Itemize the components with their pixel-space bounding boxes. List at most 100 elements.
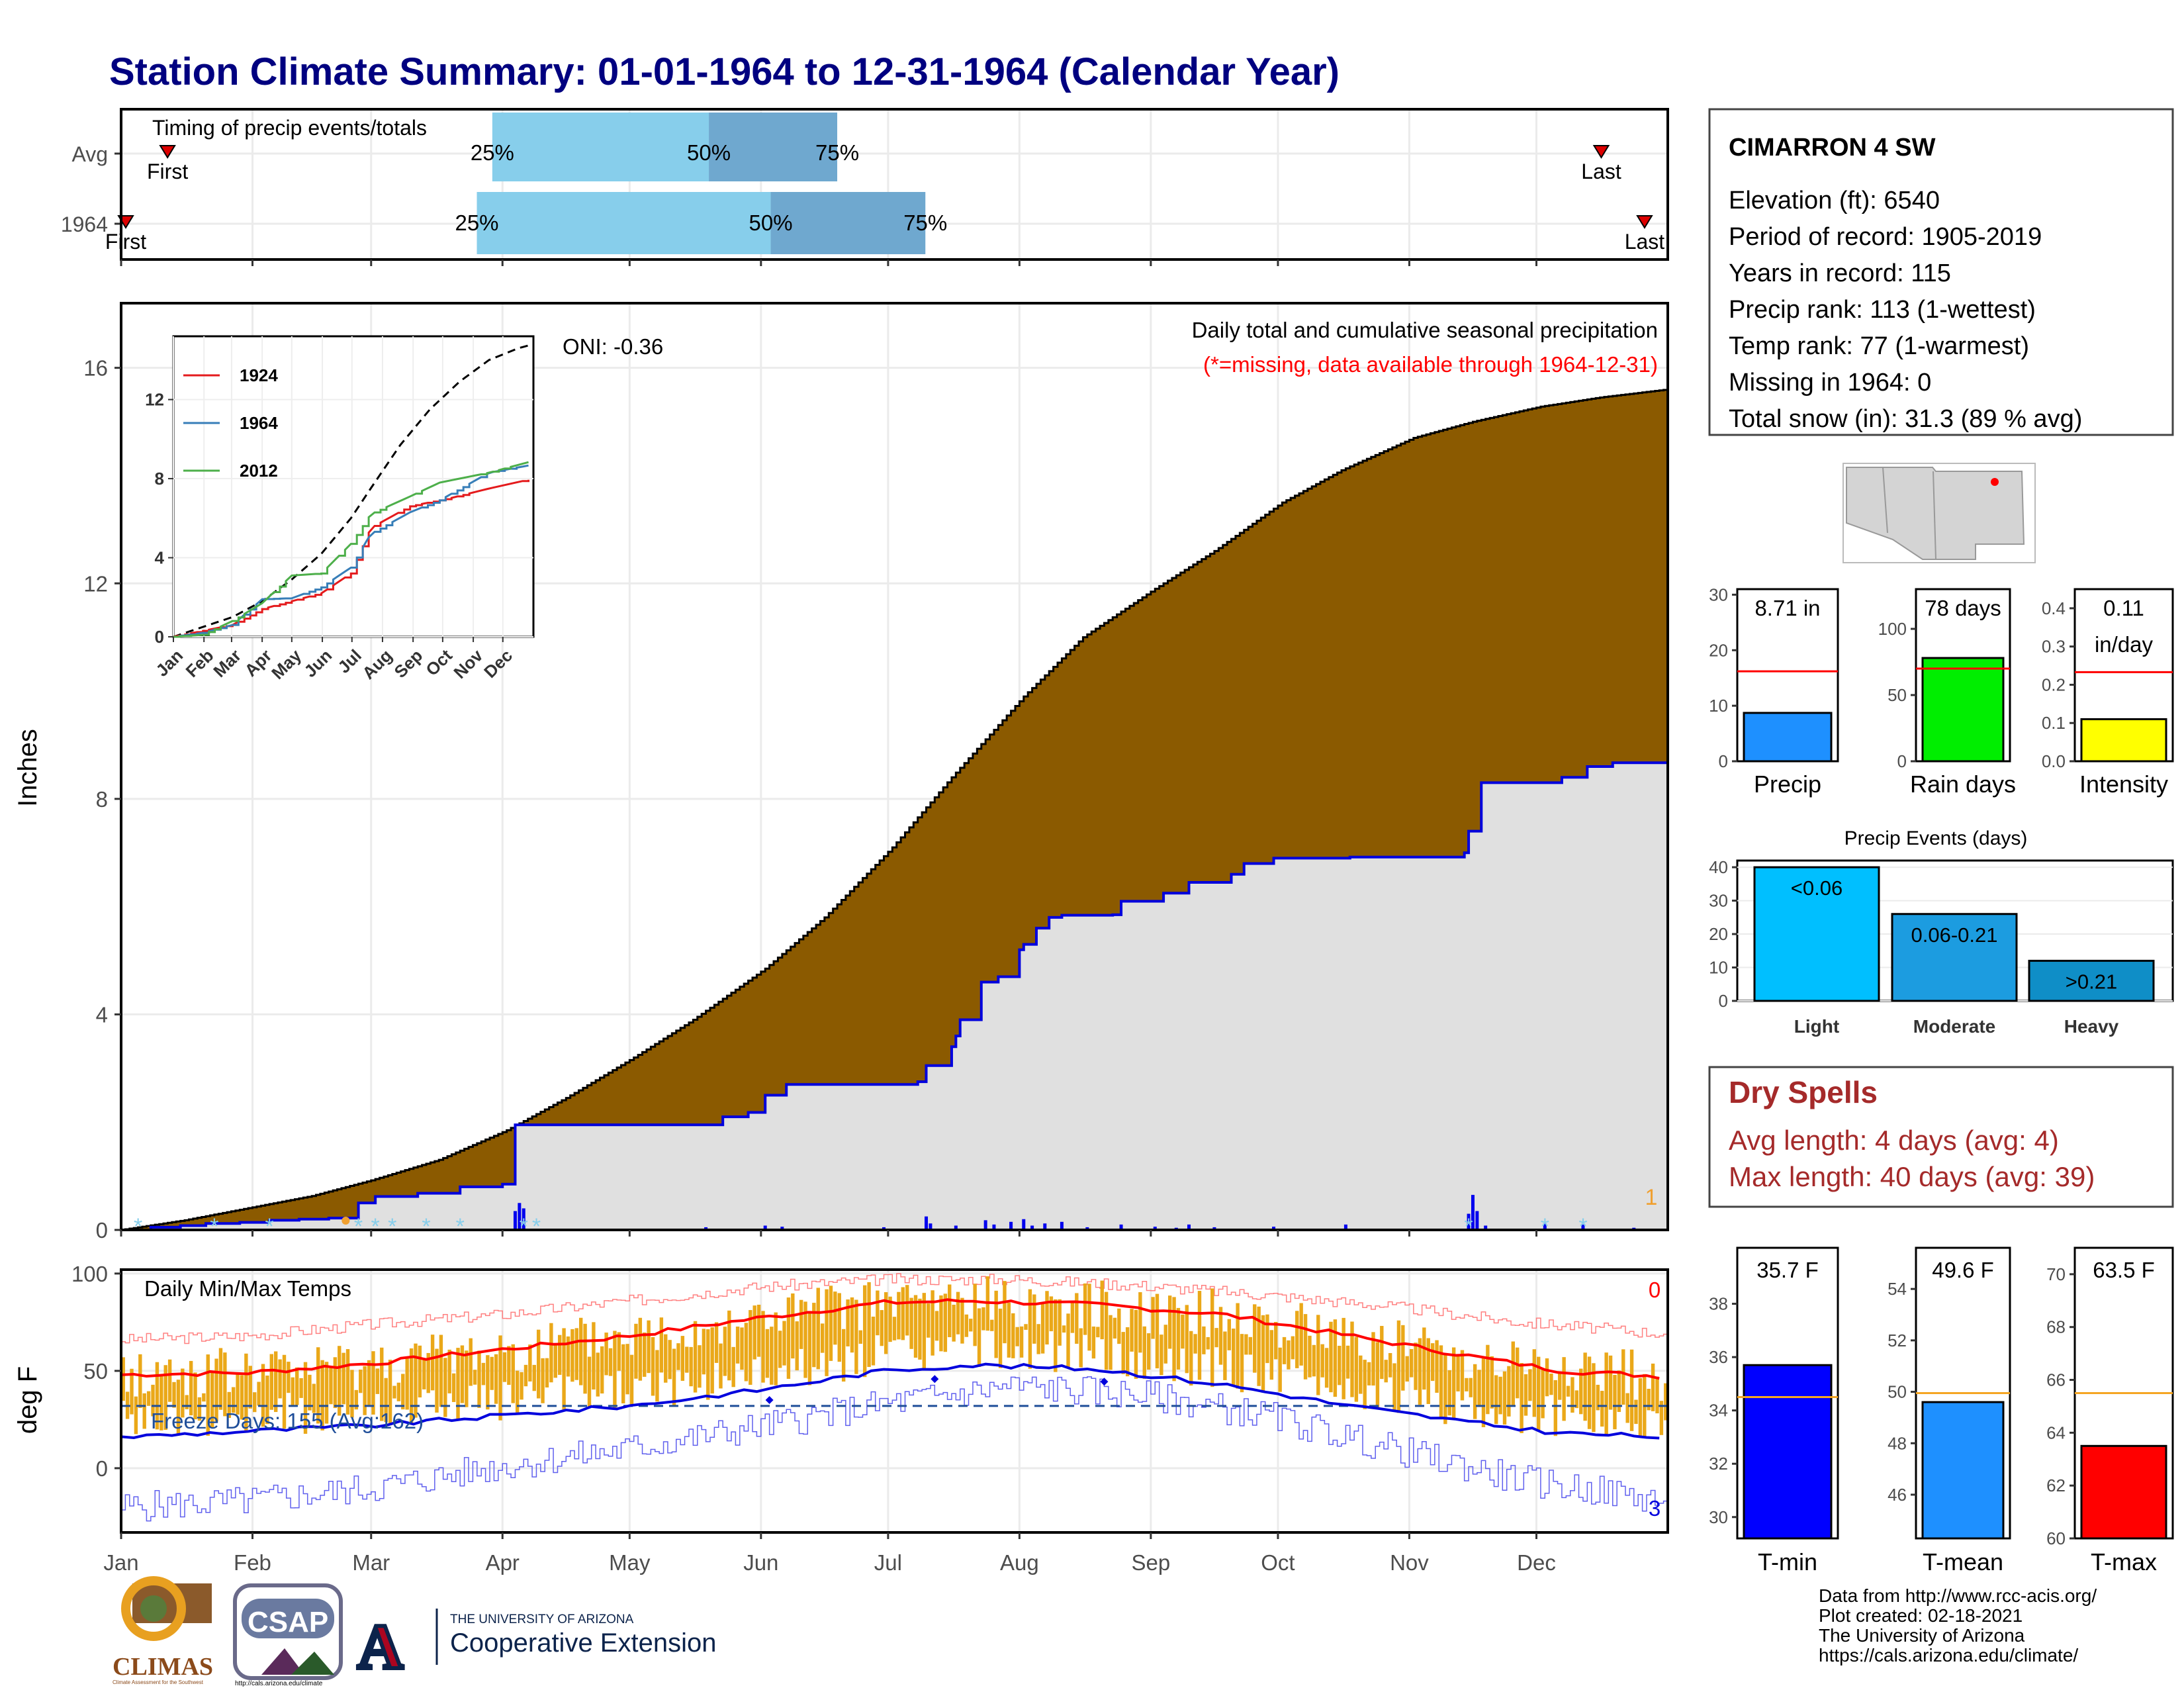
- daily-temp-range-bar: [1435, 1340, 1439, 1393]
- record-min-line: [121, 1376, 1668, 1522]
- daily-temp-range-bar: [791, 1293, 795, 1359]
- snow-marker: *: [134, 1214, 142, 1239]
- daily-temp-range-bar: [952, 1305, 956, 1342]
- daily-temp-range-bar: [1130, 1309, 1134, 1352]
- daily-temp-range-bar: [528, 1344, 532, 1382]
- daily-precip-bar: [780, 1227, 784, 1230]
- daily-temp-range-bar: [324, 1362, 329, 1424]
- daily-temp-range-bar: [587, 1356, 592, 1408]
- daily-temp-range-bar: [1600, 1391, 1604, 1427]
- station-info: CIMARRON 4 SW Elevation (ft): 6540 Period…: [1708, 108, 2174, 436]
- daily-temp-range-bar: [583, 1323, 587, 1394]
- daily-temp-range-bar: [1443, 1354, 1447, 1425]
- summary-y-tick-label: 20: [1709, 640, 1728, 660]
- daily-temp-range-bar: [392, 1385, 396, 1399]
- daily-temp-range-bar: [1392, 1363, 1396, 1411]
- temps-y-tick-label: 100: [71, 1262, 108, 1286]
- temps-frame: [120, 1268, 1669, 1534]
- daily-temp-range-bar: [1206, 1336, 1210, 1350]
- daily-temp-range-bar: [320, 1360, 324, 1430]
- inset-series-line-2012: [173, 461, 529, 638]
- daily-temp-range-bar: [1549, 1374, 1553, 1395]
- summary-y-tick-label: 0.4: [2042, 598, 2066, 618]
- daily-temp-range-bar: [1274, 1321, 1278, 1360]
- daily-temp-range-bar: [1520, 1363, 1524, 1433]
- daily-temp-range-bar: [825, 1289, 829, 1376]
- mean-max-line: [120, 1298, 1660, 1380]
- daily-temp-range-bar: [1240, 1334, 1244, 1393]
- temp-bar-label: T-mean: [1923, 1548, 2003, 1575]
- daily-temp-range-bar: [617, 1332, 621, 1371]
- daily-temp-range-bar: [727, 1310, 731, 1381]
- snow-marker: *: [520, 1214, 528, 1239]
- inset-y-tick-label: 8: [155, 469, 164, 489]
- daily-temp-range-bar: [1160, 1335, 1163, 1376]
- daily-temp-range-bar: [269, 1354, 273, 1410]
- events-y-tick-label: 40: [1709, 857, 1728, 877]
- daily-precip-bar: [1272, 1227, 1276, 1230]
- daily-temp-range-bar: [664, 1334, 668, 1383]
- daily-temp-range-bar: [719, 1343, 723, 1389]
- daily-temp-range-bar: [698, 1345, 702, 1388]
- daily-temp-range-bar: [1604, 1352, 1608, 1436]
- daily-temp-range-bar: [1015, 1327, 1019, 1346]
- daily-temp-range-bar: [744, 1323, 749, 1382]
- daily-temp-range-bar: [1176, 1307, 1181, 1370]
- csap-logo: CSAP http://cals.arizona.edu/climate: [233, 1583, 343, 1687]
- daily-temp-range-bar: [532, 1364, 536, 1391]
- daily-temp-range-bar: [659, 1317, 664, 1373]
- events-title: Precip Events (days): [1844, 827, 2028, 849]
- events-y-tick-label: 20: [1709, 924, 1728, 944]
- timing-last-label: Last: [1581, 160, 1621, 183]
- daily-temp-range-bar: [1121, 1332, 1125, 1374]
- daily-temp-range-bar: [871, 1316, 876, 1366]
- daily-temp-range-bar: [625, 1344, 629, 1395]
- daily-temp-range-bar: [820, 1323, 825, 1353]
- daily-temp-range-bar: [1223, 1331, 1227, 1380]
- daily-temp-range-bar: [185, 1395, 189, 1409]
- daily-temp-range-bar: [1134, 1309, 1138, 1379]
- temp-bar-value-label: 49.6 F: [1932, 1258, 1994, 1282]
- csap-logo-url: http://cals.arizona.edu/climate: [235, 1680, 323, 1687]
- daily-temp-range-bar: [1253, 1304, 1257, 1373]
- station-location-marker: [1991, 478, 1999, 486]
- daily-precip-bar: [1119, 1224, 1123, 1230]
- daily-precip-bar: [1153, 1227, 1157, 1230]
- daily-temp-range-bar: [1465, 1378, 1469, 1391]
- daily-temp-range-bar: [693, 1321, 698, 1393]
- daily-temp-range-bar: [1608, 1355, 1613, 1410]
- daily-temp-range-bar: [1422, 1327, 1426, 1390]
- daily-temp-range-bar: [600, 1346, 604, 1394]
- daily-temp-range-bar: [1062, 1325, 1066, 1333]
- daily-temp-range-bar: [829, 1286, 833, 1361]
- daily-temp-range-bar: [287, 1362, 291, 1393]
- temp-bar-t-max: [2080, 1444, 2167, 1540]
- record-low-marker: [1100, 1378, 1109, 1386]
- climas-logo-text: CLIMAS: [113, 1653, 213, 1681]
- daily-temp-range-bar: [1583, 1352, 1587, 1421]
- daily-temp-range-bar: [1537, 1356, 1541, 1432]
- summary-y-tick-label: 0.0: [2042, 751, 2066, 771]
- daily-temp-range-bar: [1558, 1374, 1562, 1400]
- dry-spells-line: Max length: 40 days (avg: 39): [1729, 1161, 2095, 1192]
- inset-y-tick-label: 0: [155, 627, 164, 647]
- daily-temp-range-bar: [312, 1383, 316, 1413]
- daily-temp-range-bar: [341, 1352, 345, 1405]
- timing-first-marker: [159, 145, 176, 159]
- daily-temp-range-bar: [498, 1335, 502, 1421]
- timing-panel: 25% 50% 75% First Last Avg 25% 50% 75% First Last 1…: [61, 108, 1669, 266]
- daily-temp-range-bar: [939, 1295, 943, 1352]
- daily-precip-bar: [1467, 1213, 1471, 1230]
- daily-temp-range-bar: [1075, 1293, 1079, 1344]
- events-category-label: Moderate: [1913, 1016, 1995, 1037]
- snow-marker: *: [1541, 1214, 1549, 1239]
- inset-chart: 19241964201204812JanFebMarAprMayJunJulAu…: [145, 335, 535, 683]
- precip-y-axis-label: Inches: [13, 729, 42, 807]
- credit-line: https://cals.arizona.edu/climate/: [1819, 1645, 2078, 1665]
- daily-temp-range-bar: [604, 1333, 608, 1376]
- daily-temp-range-bar: [1430, 1343, 1435, 1382]
- station-info-line: Missing in 1964: 0: [1729, 369, 1931, 397]
- inset-frame: [172, 335, 535, 638]
- temp-bar-y-tick-label: 30: [1709, 1507, 1728, 1527]
- daily-temp-range-bar: [223, 1352, 227, 1417]
